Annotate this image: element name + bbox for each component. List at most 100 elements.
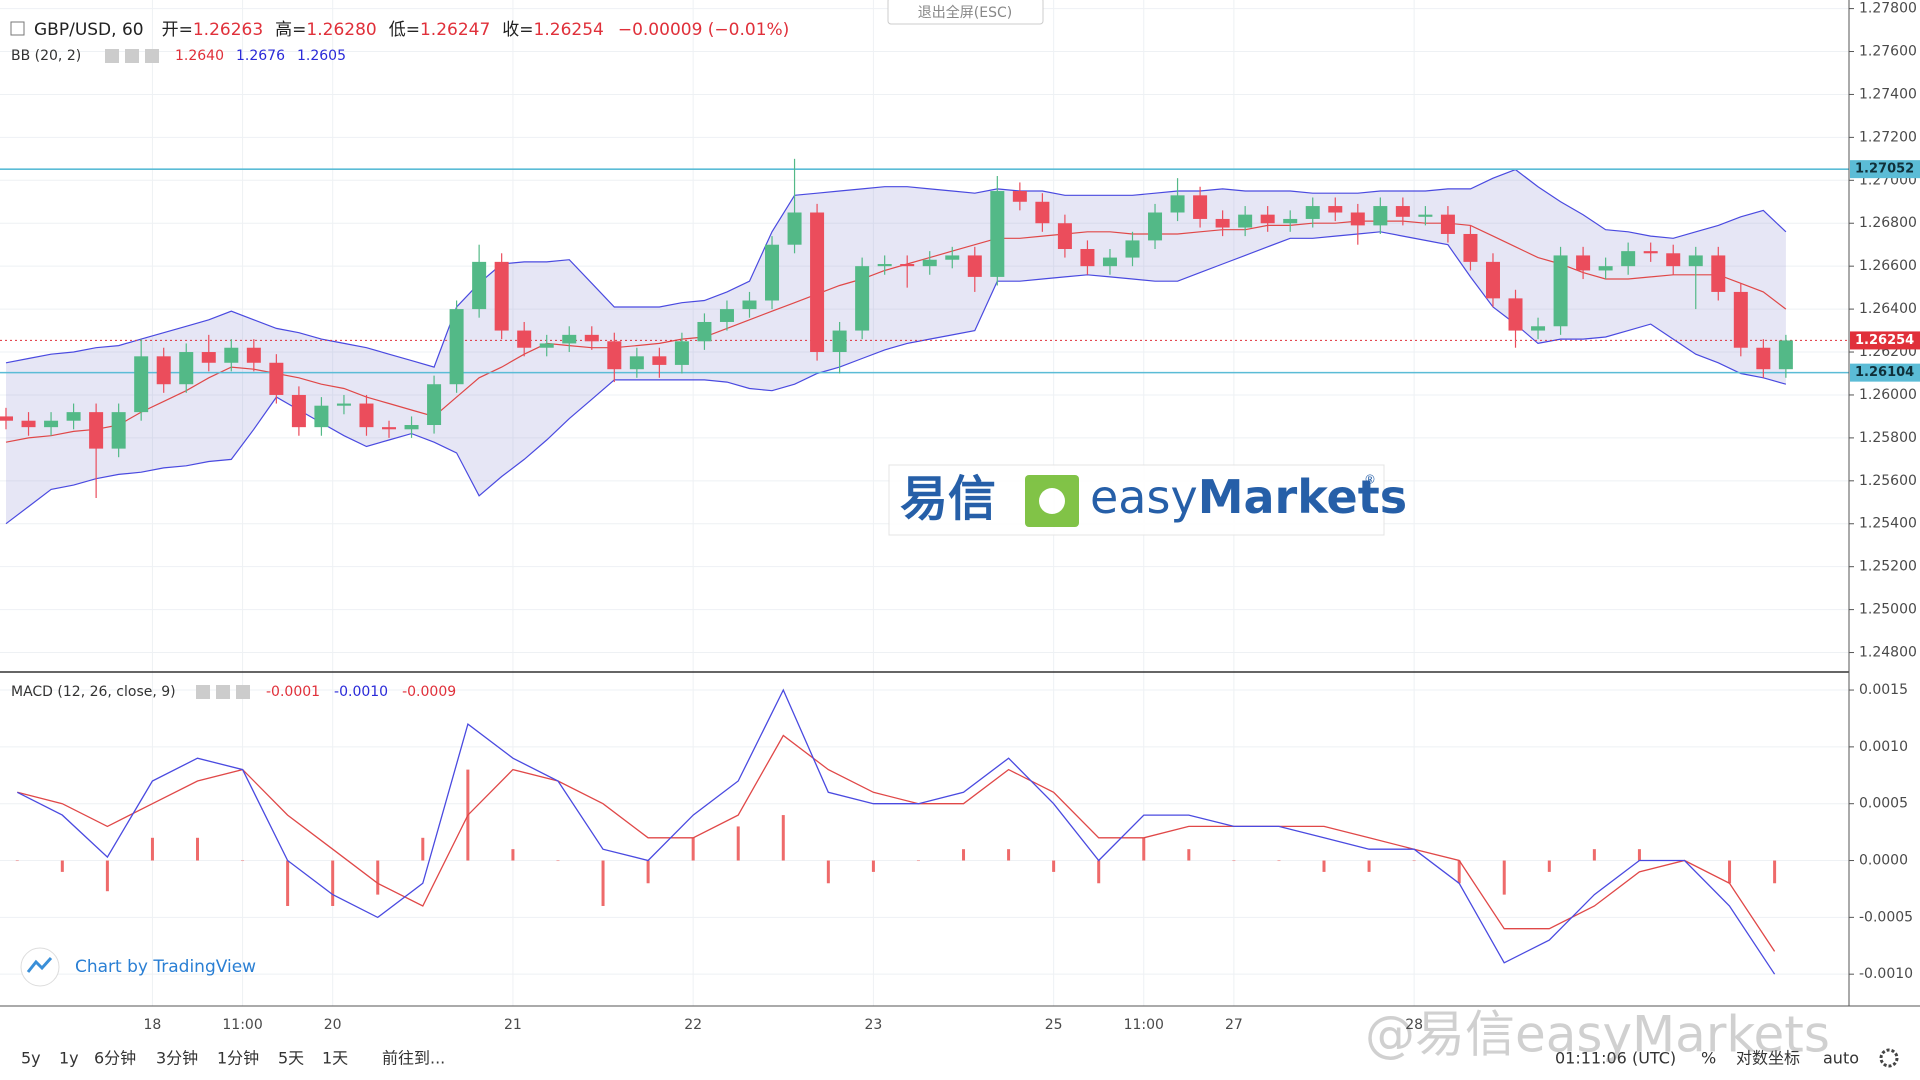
- candle-body: [990, 191, 1005, 277]
- toolbar: 5y 1y 6分钟 3分钟 1分钟 5天 1天 前往到...: [21, 1049, 445, 1068]
- field-label: 开=: [162, 20, 193, 40]
- toolbar-button[interactable]: 前往到...: [382, 1049, 445, 1068]
- y-tick-label: 1.24800: [1859, 645, 1917, 661]
- histogram-bar: [736, 826, 740, 861]
- easymarkets-logo: 易信 easyMarkets ®: [888, 464, 1407, 536]
- candle-body: [1598, 266, 1613, 271]
- price-tag: [1850, 363, 1920, 382]
- macd-legend-icons[interactable]: [196, 685, 250, 699]
- toolbar-button[interactable]: 6分钟: [94, 1049, 136, 1068]
- histogram-bar: [871, 860, 875, 872]
- histogram-bar: [691, 837, 695, 861]
- x-tick-label: 20: [324, 1017, 342, 1033]
- bb-middle: [5, 220, 1787, 443]
- histogram-bar: [1637, 849, 1641, 861]
- y-tick-label: 1.25000: [1859, 602, 1917, 618]
- candle-body: [1102, 257, 1117, 267]
- field-value: 1.26254: [534, 20, 604, 40]
- exit-fullscreen-label[interactable]: 退出全屏(ESC): [918, 4, 1012, 21]
- logo-frame: [888, 464, 1385, 536]
- tradingview-icon-mark: [26, 956, 53, 973]
- bb-fill: [6, 169, 1786, 524]
- candle-body: [1418, 214, 1433, 217]
- candle-body: [967, 255, 982, 277]
- candle-body: [224, 347, 239, 363]
- macd-legend-title: MACD (12, 26, close, 9): [11, 684, 176, 700]
- price-tag-label: 1.27052: [1855, 162, 1914, 177]
- candle-body: [44, 420, 59, 428]
- histogram-bar: [331, 860, 335, 906]
- toolbar-button[interactable]: 5y: [21, 1049, 41, 1068]
- candle-body: [1035, 201, 1050, 224]
- y-tick-label: 1.26400: [1859, 301, 1917, 317]
- x-tick-label: 25: [1045, 1017, 1063, 1033]
- candle-body: [674, 341, 689, 365]
- y-tick-label: 1.27200: [1859, 129, 1917, 145]
- histogram-bar: [1457, 860, 1461, 884]
- y-tick-label: 1.25200: [1859, 559, 1917, 575]
- candle-body: [787, 212, 802, 245]
- candle-body: [1508, 298, 1523, 331]
- toolbar-button[interactable]: 1y: [59, 1049, 79, 1068]
- toolbar-button[interactable]: 5天: [278, 1049, 304, 1068]
- histogram-bar: [1773, 860, 1777, 884]
- y-tick-label: 0.0000: [1859, 853, 1908, 869]
- percent-toggle[interactable]: %: [1701, 1049, 1716, 1068]
- bb-legend-icons[interactable]: [105, 49, 159, 63]
- toolbar-button[interactable]: 1分钟: [217, 1049, 259, 1068]
- candle-body: [427, 384, 442, 426]
- logo-easy: easy: [1090, 470, 1198, 524]
- candle-body: [1778, 340, 1793, 370]
- y-tick-label: 0.0015: [1859, 682, 1908, 698]
- histogram-bar: [601, 860, 605, 906]
- candle-body: [539, 343, 554, 348]
- histogram-bar: [1142, 837, 1146, 861]
- candle-body: [1643, 251, 1658, 254]
- candle-body: [810, 212, 825, 353]
- candle-body: [449, 309, 464, 385]
- log-toggle[interactable]: 对数坐标: [1736, 1049, 1800, 1068]
- attribution[interactable]: Chart by TradingView: [75, 957, 256, 977]
- y-tick-label: 0.0010: [1859, 739, 1908, 755]
- candle-body: [832, 330, 847, 353]
- candle-body: [1463, 233, 1478, 262]
- candle-body: [382, 427, 397, 430]
- histogram-bar: [60, 860, 64, 872]
- histogram-bar: [1187, 849, 1191, 861]
- auto-toggle[interactable]: auto: [1823, 1049, 1859, 1068]
- field-value: 1.26280: [306, 20, 376, 40]
- toolbar-button[interactable]: 1天: [322, 1049, 348, 1068]
- candle-body: [945, 255, 960, 260]
- histogram-bar: [1097, 860, 1101, 884]
- candle-body: [697, 321, 712, 342]
- candle-body: [336, 403, 351, 406]
- bb-upper: [5, 168, 1787, 368]
- x-tick-label: 18: [144, 1017, 162, 1033]
- y-tick-label: 1.27600: [1859, 44, 1917, 60]
- symbol: GBP/USD, 60: [34, 20, 144, 40]
- bb-legend-title: BB (20, 2): [11, 48, 81, 64]
- y-tick-label: 1.26600: [1859, 258, 1917, 274]
- settings-icon[interactable]: [1879, 1048, 1899, 1068]
- histogram-bar: [376, 860, 380, 895]
- field-label: 高=: [275, 20, 306, 40]
- candle-body: [584, 334, 599, 342]
- candle-body: [855, 266, 870, 331]
- x-tick-label: 28: [1405, 1017, 1423, 1033]
- exit-fullscreen-button[interactable]: [887, 0, 1044, 25]
- candle-body: [1260, 214, 1275, 224]
- candle-body: [1373, 206, 1388, 226]
- toolbar-button[interactable]: 3分钟: [156, 1049, 198, 1068]
- candle-body: [1193, 195, 1208, 219]
- histogram-bar: [1277, 860, 1281, 862]
- candle-body: [719, 309, 734, 322]
- histogram-bar: [1052, 860, 1056, 872]
- macd-line: [17, 688, 1776, 975]
- y-tick-label: 1.27800: [1859, 1, 1917, 17]
- collapse-icon[interactable]: [10, 21, 25, 36]
- candle-body: [1057, 223, 1072, 249]
- y-tick-label: 1.26000: [1859, 387, 1917, 403]
